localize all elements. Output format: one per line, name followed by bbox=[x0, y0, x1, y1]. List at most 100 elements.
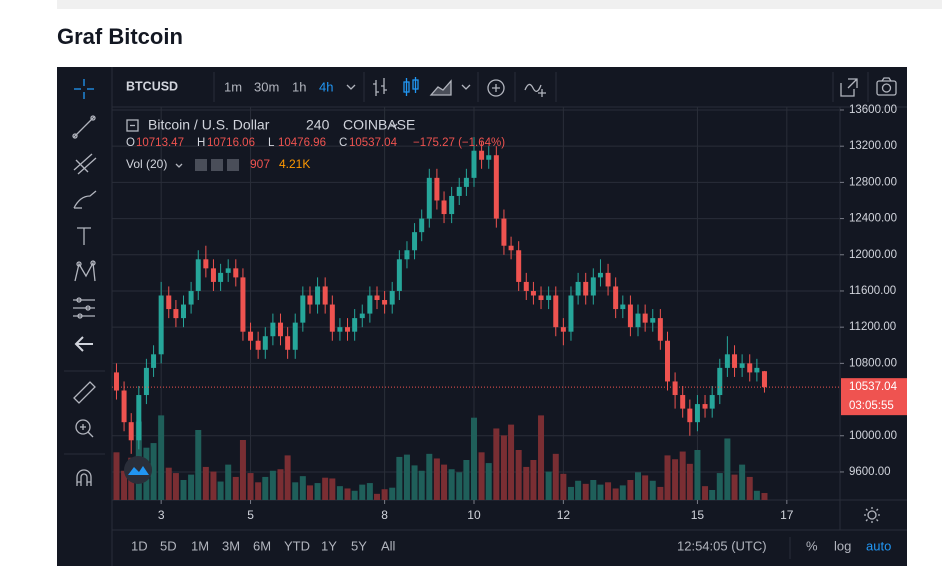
candle-body bbox=[694, 404, 700, 423]
range-button[interactable]: 1D bbox=[131, 538, 148, 553]
back-arrow[interactable] bbox=[74, 336, 93, 352]
candle-body bbox=[345, 327, 351, 332]
candle-body bbox=[441, 200, 447, 215]
scale-button[interactable]: log bbox=[834, 538, 851, 553]
candle-body bbox=[546, 295, 552, 301]
interval-button[interactable]: 4h bbox=[319, 79, 333, 94]
ruler-tool[interactable] bbox=[73, 381, 96, 404]
fib-tool[interactable] bbox=[73, 153, 97, 175]
ohlc-key: O bbox=[126, 137, 135, 149]
volume-bar bbox=[657, 486, 664, 500]
volume-bar bbox=[374, 493, 381, 500]
volume-bar bbox=[113, 452, 120, 500]
x-tick-label: 15 bbox=[691, 508, 705, 522]
candle-body bbox=[553, 295, 559, 328]
range-button[interactable]: 5D bbox=[160, 538, 177, 553]
volume-bar bbox=[702, 486, 709, 500]
area-style[interactable] bbox=[429, 79, 452, 96]
volume-menu[interactable] bbox=[175, 163, 183, 168]
candle-body bbox=[359, 313, 365, 319]
volume-bar bbox=[418, 470, 425, 500]
symbol-menu[interactable] bbox=[390, 123, 398, 128]
y-tick-label: 10800.00 bbox=[849, 357, 897, 369]
volume-bar bbox=[605, 482, 612, 500]
zoom-tool[interactable] bbox=[75, 419, 94, 438]
interval-button[interactable]: 1m bbox=[224, 79, 242, 94]
interval-menu[interactable] bbox=[346, 84, 356, 90]
countdown-label: 03:05:55 bbox=[849, 400, 894, 412]
snapshot-button[interactable] bbox=[876, 77, 897, 96]
trend-line-tool[interactable] bbox=[72, 115, 96, 139]
symbol-search[interactable]: BTCUSD bbox=[126, 79, 178, 93]
volume-bar bbox=[448, 469, 455, 500]
interval-button[interactable]: 1h bbox=[292, 79, 306, 94]
candle-body bbox=[627, 304, 633, 328]
scale-button[interactable]: auto bbox=[866, 538, 891, 553]
volume-bar bbox=[731, 474, 738, 500]
crosshair-tool[interactable] bbox=[74, 79, 94, 99]
pattern-tool[interactable] bbox=[74, 260, 96, 282]
candles-style[interactable] bbox=[403, 77, 419, 96]
volume-buttons[interactable] bbox=[195, 159, 239, 171]
ohlc-value: 10476.96 bbox=[278, 137, 326, 149]
volume-bar bbox=[590, 480, 597, 500]
clock: 12:54:05 (UTC) bbox=[677, 538, 767, 553]
candle-body bbox=[210, 268, 216, 282]
candle-body bbox=[761, 371, 767, 388]
prediction-tool[interactable] bbox=[73, 297, 95, 319]
candle-body bbox=[590, 277, 596, 296]
range-button[interactable]: 3M bbox=[222, 538, 240, 553]
candle-body bbox=[315, 286, 321, 305]
symbol-name: Bitcoin / U.S. Dollar bbox=[148, 117, 270, 133]
y-tick-label: 13200.00 bbox=[849, 140, 897, 152]
volume-bar bbox=[217, 481, 224, 500]
candle-body bbox=[747, 363, 753, 373]
y-tick-label: 12400.00 bbox=[849, 213, 897, 225]
candle-body bbox=[672, 381, 678, 396]
chart-settings[interactable] bbox=[864, 507, 880, 523]
y-tick-label: 9600.00 bbox=[849, 466, 891, 478]
plot-area bbox=[112, 107, 907, 504]
range-button[interactable]: YTD bbox=[284, 538, 310, 553]
volume-bar bbox=[232, 476, 239, 500]
text-tool[interactable] bbox=[77, 227, 91, 245]
x-tick-label: 5 bbox=[247, 508, 254, 522]
candle-body bbox=[382, 300, 388, 305]
interval-button[interactable]: 30m bbox=[254, 79, 279, 94]
magnet-tool[interactable] bbox=[76, 469, 92, 486]
volume-bar bbox=[500, 435, 507, 500]
scale-button[interactable]: % bbox=[806, 538, 818, 553]
volume-bar bbox=[753, 490, 760, 500]
volume-bar bbox=[277, 469, 284, 500]
indicators-button[interactable] bbox=[524, 83, 546, 97]
compare-button[interactable] bbox=[487, 79, 505, 97]
volume-bar bbox=[381, 489, 388, 500]
range-button[interactable]: All bbox=[381, 538, 396, 553]
range-button[interactable]: 6M bbox=[253, 538, 271, 553]
fullscreen-button[interactable] bbox=[840, 78, 858, 97]
page-title: Graf Bitcoin bbox=[57, 24, 183, 49]
volume-last: 907 bbox=[250, 157, 270, 171]
candle-body bbox=[412, 232, 418, 251]
collapse-legend[interactable] bbox=[126, 119, 139, 132]
candle-body bbox=[248, 331, 254, 341]
ohlc-value: 10537.04 bbox=[349, 137, 398, 149]
candle-body bbox=[218, 272, 224, 282]
volume-bar bbox=[314, 483, 321, 500]
bars-style[interactable] bbox=[373, 78, 387, 96]
candle-body bbox=[277, 322, 283, 337]
range-button[interactable]: 1M bbox=[191, 538, 209, 553]
brush-tool[interactable] bbox=[73, 190, 97, 209]
candle-body bbox=[337, 327, 343, 332]
ohlc-value: 10713.47 bbox=[136, 137, 184, 149]
style-menu[interactable] bbox=[461, 84, 471, 90]
volume-bar bbox=[478, 452, 485, 500]
candle-body bbox=[717, 367, 723, 396]
volume-bar bbox=[635, 472, 642, 500]
y-tick-label: 13600.00 bbox=[849, 104, 897, 116]
range-button[interactable]: 5Y bbox=[351, 538, 367, 553]
candle-body bbox=[166, 295, 172, 310]
candle-body bbox=[292, 322, 298, 350]
range-button[interactable]: 1Y bbox=[321, 538, 337, 553]
volume-bar bbox=[493, 428, 500, 500]
